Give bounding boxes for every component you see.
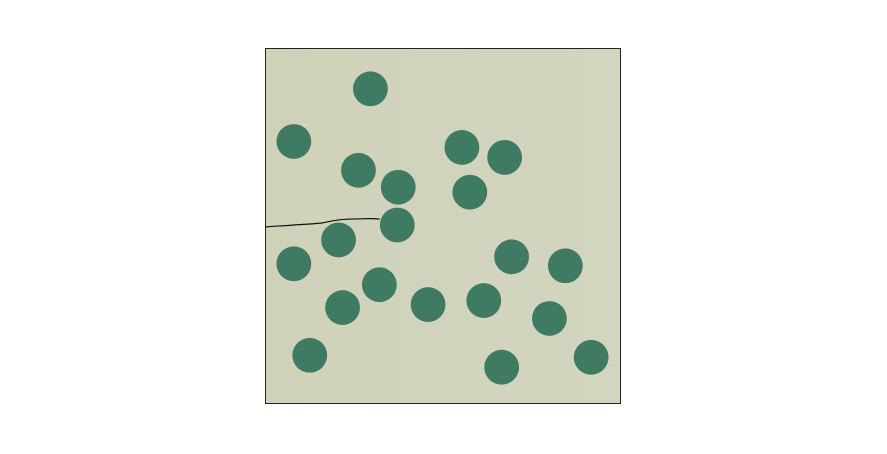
obstacle-6 (380, 169, 416, 205)
obstacle-7 (452, 174, 488, 210)
obstacle-13 (361, 267, 397, 303)
game-arena (265, 48, 621, 404)
obstacle-3 (341, 152, 376, 188)
arena-floor (266, 49, 620, 403)
obstacle-10 (276, 246, 312, 282)
agent-trajectory (266, 218, 380, 228)
obstacle-12 (547, 248, 583, 284)
obstacle-4 (444, 130, 480, 165)
obstacle-20 (573, 339, 609, 375)
obstacle-17 (531, 301, 567, 336)
obstacle-8 (379, 207, 415, 243)
obstacle-19 (484, 349, 520, 385)
obstacle-15 (410, 287, 446, 322)
arena-svg (266, 49, 620, 403)
obstacle-1 (353, 71, 388, 107)
obstacle-16 (466, 283, 502, 318)
obstacle-18 (292, 337, 328, 373)
obstacle-5 (487, 139, 523, 175)
obstacle-2 (276, 124, 312, 159)
obstacle-9 (321, 222, 356, 258)
obstacles-group (276, 71, 609, 385)
obstacle-14 (325, 290, 360, 325)
obstacle-11 (494, 239, 530, 275)
